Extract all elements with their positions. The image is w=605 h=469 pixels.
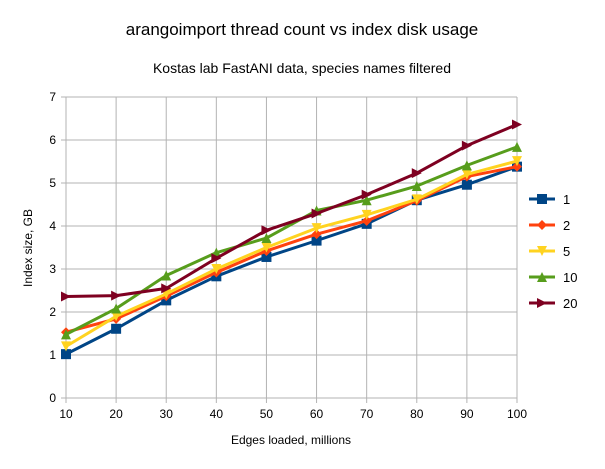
legend-item-5: 5	[529, 244, 570, 259]
legend-label: 2	[563, 218, 570, 233]
data-point	[311, 223, 322, 234]
data-point	[311, 229, 322, 240]
data-point	[411, 181, 422, 192]
data-point	[211, 264, 222, 274]
data-point	[61, 291, 71, 302]
data-point	[512, 161, 522, 172]
chart-subtitle: Kostas lab FastANI data, species names f…	[153, 60, 451, 76]
axes: 0 1 2 3 4 5 6 7 10 20 30 40 50 60 70 80 90 100	[49, 90, 527, 421]
series-line	[65, 123, 518, 299]
x-tick-label: 80	[410, 407, 424, 421]
legend: 1 2 5 10 20	[529, 192, 577, 311]
data-point	[461, 160, 472, 171]
y-tick-label: 5	[49, 176, 56, 190]
data-point	[361, 209, 372, 220]
legend-item-10: 10	[529, 270, 577, 285]
data-point	[161, 270, 172, 281]
data-point	[461, 179, 472, 190]
chart-title: arangoimport thread count vs index disk …	[126, 20, 478, 39]
x-tick-label: 40	[210, 407, 224, 421]
x-tick-label: 50	[260, 407, 274, 421]
legend-item-2: 2	[529, 218, 570, 233]
data-point	[61, 349, 71, 360]
series-20	[61, 119, 522, 302]
legend-marker	[537, 194, 547, 204]
y-tick-label: 7	[49, 90, 56, 104]
x-tick-label: 90	[460, 407, 474, 421]
data-point	[111, 290, 122, 301]
y-axis-label: Index size, GB	[21, 209, 35, 287]
series-group	[61, 119, 522, 360]
legend-item-1: 1	[529, 192, 570, 207]
data-point	[261, 225, 272, 236]
legend-item-20: 20	[529, 296, 577, 311]
x-tick-label: 100	[507, 407, 527, 421]
data-point	[512, 119, 522, 130]
y-tick-label: 3	[49, 262, 56, 276]
y-tick-label: 0	[49, 391, 56, 405]
data-point	[211, 253, 222, 264]
series-line	[65, 165, 518, 356]
series-line	[65, 165, 518, 334]
series-5	[61, 156, 522, 352]
series-1	[61, 161, 522, 360]
data-point	[512, 141, 522, 152]
y-tick-label: 2	[49, 305, 56, 319]
data-point	[261, 233, 272, 244]
legend-label: 1	[563, 192, 570, 207]
data-point	[111, 323, 122, 334]
data-point	[361, 195, 372, 206]
y-tick-label: 1	[49, 348, 56, 362]
data-point	[411, 194, 422, 205]
series-line	[65, 159, 518, 348]
data-point	[161, 283, 172, 294]
data-point	[411, 168, 422, 179]
x-tick-label: 30	[160, 407, 174, 421]
legend-label: 20	[563, 296, 577, 311]
legend-label: 10	[563, 270, 577, 285]
legend-marker	[537, 220, 547, 230]
legend-marker	[537, 298, 547, 308]
data-point	[261, 251, 272, 262]
data-point	[461, 169, 472, 180]
data-point	[361, 215, 372, 226]
data-point	[361, 189, 372, 200]
x-tick-label: 60	[310, 407, 324, 421]
data-point	[311, 208, 322, 219]
x-tick-label: 10	[59, 407, 73, 421]
y-tick-label: 6	[49, 133, 56, 147]
legend-marker	[537, 246, 547, 256]
y-tick-label: 4	[49, 219, 56, 233]
legend-marker	[537, 272, 547, 282]
data-point	[111, 311, 122, 322]
series-line	[65, 145, 518, 336]
data-point	[461, 140, 472, 151]
legend-label: 5	[563, 244, 570, 259]
data-point	[311, 235, 322, 246]
data-point	[512, 156, 522, 167]
data-point	[111, 303, 122, 314]
data-point	[61, 329, 71, 340]
x-tick-label: 70	[360, 407, 374, 421]
data-point	[61, 341, 71, 352]
x-tick-label: 20	[109, 407, 123, 421]
data-point	[261, 242, 272, 253]
x-axis-label: Edges loaded, millions	[231, 433, 351, 447]
